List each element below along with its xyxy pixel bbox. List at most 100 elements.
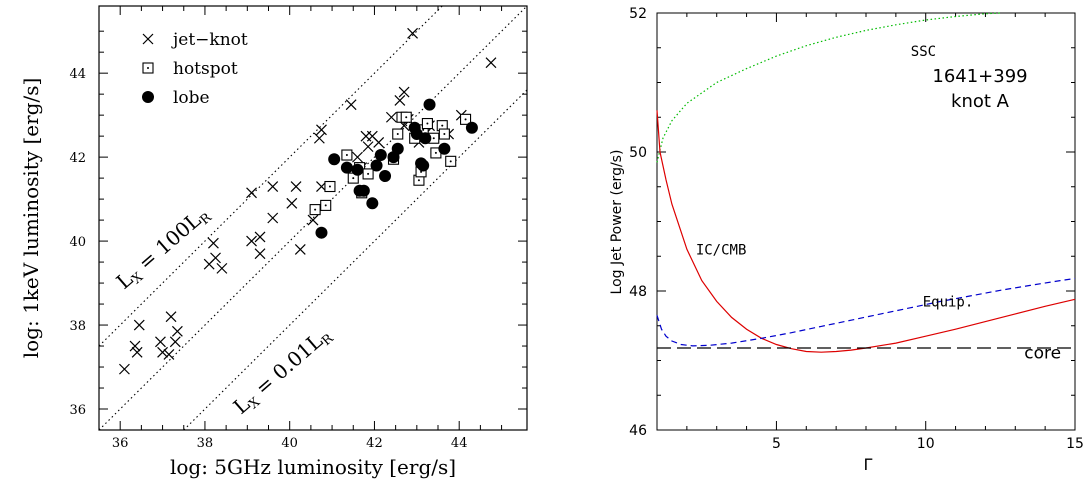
jet-knot-point [352, 151, 363, 163]
legend-label: lobe [173, 88, 210, 108]
lobe-point [328, 153, 341, 166]
jet-knot-point [157, 346, 168, 358]
hotspot-point [445, 155, 457, 167]
y-tick-label: 38 [69, 319, 86, 334]
jet-knot-point [254, 248, 266, 260]
right-curves [656, 12, 1076, 353]
x-tick-label: 38 [197, 436, 214, 451]
lobe-point [419, 132, 432, 145]
jet-knot-point [394, 95, 406, 106]
x-tick-label: 40 [281, 436, 298, 451]
knot-name: knot A [951, 91, 1010, 112]
jet-knot-point [171, 325, 183, 337]
y-tick-label: 52 [629, 6, 647, 22]
jet-knot-point [131, 346, 143, 358]
hotspot-point [400, 111, 412, 123]
x-tick-label: 36 [112, 436, 129, 451]
curve-label: core [1024, 344, 1061, 364]
legend-square-icon [142, 62, 154, 74]
hotspot-point [309, 204, 321, 216]
jet-knot-point [246, 235, 257, 247]
x-tick-label: 44 [451, 436, 468, 451]
right-curve-labels: SSC IC/CMB Equip. core [696, 44, 1061, 363]
jet-knot-point [216, 262, 228, 274]
curve-label: IC/CMB [696, 242, 747, 258]
hotspot-point [362, 168, 374, 180]
reference-line-2 [183, 89, 528, 431]
jet-knot-point [316, 124, 327, 136]
lobe-point [374, 149, 387, 162]
lobe-point [423, 98, 436, 111]
lobe-point [417, 159, 430, 172]
jet-knot-point [267, 181, 279, 192]
jet-knot-point [313, 132, 325, 144]
legend-label: jet−knot [171, 30, 248, 50]
left-plot-frame [98, 5, 528, 431]
curve-ssc [656, 12, 1001, 163]
lobe-point [391, 142, 404, 155]
legend-label: hotspot [173, 59, 238, 79]
hotspot-point [341, 149, 353, 161]
y-tick-label: 36 [69, 403, 86, 418]
jet-knot-point [294, 244, 306, 255]
legend-dot-icon [142, 91, 154, 103]
left-y-axis-label: log: 1keV luminosity [erg/s] [19, 78, 43, 359]
hotspot-point [320, 199, 332, 211]
left-data-points [119, 27, 497, 375]
jet-power-panel: 5 10 15 46 48 50 52 SSC IC/CMB Equip. core Γ Log … [609, 6, 1084, 474]
curve-label: SSC [911, 44, 936, 60]
lobe-point [465, 121, 478, 134]
jet-knot-point [362, 141, 374, 153]
source-name: 1641+399 [932, 66, 1027, 87]
jet-knot-point [307, 214, 319, 226]
jet-knot-point [207, 237, 219, 249]
jet-knot-point [165, 311, 177, 323]
legend: jet−knot hotspot lobe [142, 30, 248, 108]
y-tick-label: 46 [629, 423, 647, 439]
right-x-axis-label: Γ [864, 455, 873, 474]
jet-knot-point [345, 99, 357, 111]
y-tick-label: 50 [629, 145, 647, 161]
jet-knot-point [133, 319, 145, 331]
left-x-axis-label: log: 5GHz luminosity [erg/s] [170, 455, 456, 479]
jet-knot-point [163, 349, 175, 360]
jet-knot-point [169, 336, 181, 348]
reference-line-1 [98, 5, 528, 431]
jet-knot-point [398, 86, 410, 98]
x-tick-label: 42 [366, 436, 383, 451]
jet-knot-point [385, 111, 397, 123]
hotspot-point [438, 128, 450, 140]
jet-knot-point [407, 27, 419, 39]
x-tick-label: 10 [917, 436, 935, 452]
jet-knot-point [129, 340, 141, 352]
lobe-point [438, 142, 451, 155]
jet-knot-point [286, 197, 298, 209]
hotspot-point [392, 128, 404, 140]
jet-knot-point [267, 212, 279, 224]
legend-cross-icon [142, 33, 154, 45]
lobe-point [366, 197, 379, 210]
hotspot-point [421, 117, 433, 130]
hotspot-point [324, 180, 336, 193]
reference-lines [98, 5, 528, 431]
x-tick-label: 15 [1066, 436, 1084, 452]
jet-knot-point [290, 181, 302, 192]
right-axis-ticks: 5 10 15 46 48 50 52 [629, 6, 1084, 452]
lobe-point [340, 161, 353, 174]
jet-knot-point [246, 187, 257, 199]
y-tick-label: 44 [69, 67, 86, 82]
curve-ic-cmb [656, 110, 1076, 353]
y-tick-label: 42 [69, 151, 86, 166]
curve-equip [656, 277, 1076, 347]
jet-knot-point [210, 252, 221, 264]
lobe-point [370, 159, 383, 172]
lobe-point [357, 184, 370, 197]
y-tick-label: 40 [69, 235, 86, 250]
x-tick-label: 5 [772, 436, 781, 452]
hotspot-point [460, 113, 472, 125]
jet-knot-point [155, 336, 166, 348]
jet-knot-point [119, 363, 130, 375]
left-axis-ticks: 36 38 40 42 44 36 38 40 42 44 [69, 6, 527, 451]
lobe-point [351, 163, 364, 176]
